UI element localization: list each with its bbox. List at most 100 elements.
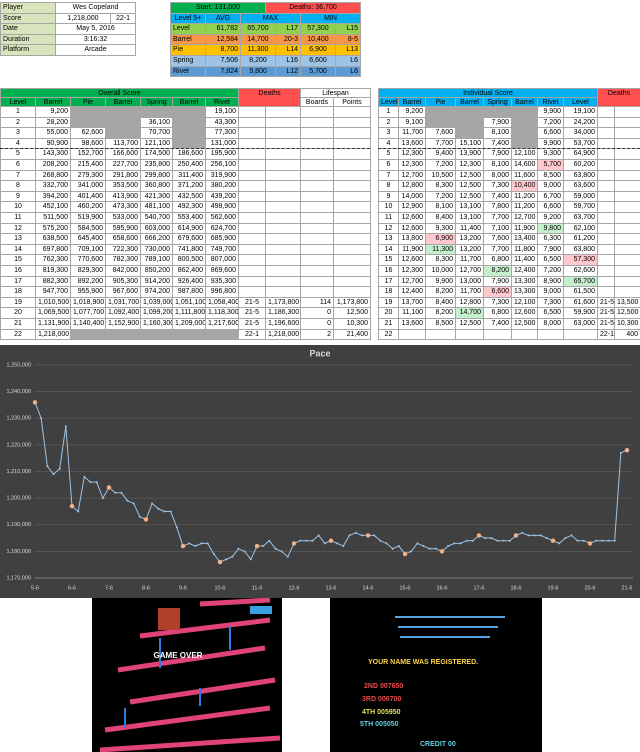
data-point [496, 539, 499, 542]
game-over-text: GAME OVER [154, 651, 203, 660]
data-point [360, 534, 363, 537]
score-line: 2ND 007650 [364, 683, 403, 690]
y-tick-label: 1,200,000 [7, 496, 31, 502]
data-point [280, 550, 283, 553]
summary-cell: L6 [335, 65, 361, 78]
y-tick-label: 1,190,000 [7, 522, 31, 528]
empty-cell [172, 328, 206, 341]
row-separator [0, 148, 370, 150]
empty-cell [70, 328, 106, 341]
data-point [439, 549, 445, 554]
data-point [237, 547, 240, 550]
data-point [502, 539, 505, 542]
x-tick-label: 11-6 [252, 585, 263, 591]
data-point [249, 558, 252, 561]
x-tick-label: 21-6 [621, 585, 632, 591]
data-point [126, 499, 129, 502]
data-point [601, 539, 604, 542]
data-point [410, 550, 413, 553]
data-point [77, 510, 80, 513]
section-title: Deaths [597, 88, 640, 108]
x-tick-label: 5-6 [31, 585, 39, 591]
level-number: 22 [378, 328, 399, 341]
data-point [391, 547, 394, 550]
data-point [582, 539, 585, 542]
data-point [262, 545, 265, 548]
data-point [323, 542, 326, 545]
game-screens: GAME OVER YOUR NAME WAS REGISTERED. 2ND … [92, 598, 542, 752]
data-point [95, 481, 98, 484]
data-point [447, 545, 450, 548]
data-point [69, 503, 75, 509]
data-point [513, 533, 519, 538]
data-point [305, 539, 308, 542]
death-cell: 400 [614, 328, 640, 341]
summary-cell: L12 [275, 65, 301, 78]
data-point [200, 542, 203, 545]
x-tick-label: 15-6 [399, 585, 410, 591]
summary-row-name: Rivet [170, 65, 206, 78]
data-point [299, 539, 302, 542]
score-line: 3RD 006700 [362, 696, 401, 703]
data-point [132, 502, 135, 505]
death-cell: 1,218,000 [265, 328, 301, 341]
data-point [336, 542, 339, 545]
x-tick-label: 19-6 [547, 585, 558, 591]
credit-text: CREDIT 00 [420, 741, 456, 748]
data-point [231, 555, 234, 558]
y-tick-label: 1,240,000 [7, 389, 31, 395]
data-point [539, 534, 542, 537]
data-point [46, 465, 49, 468]
info-label: Platform [0, 44, 56, 56]
data-point [286, 555, 289, 558]
death-cell: 22-1 [238, 328, 266, 341]
data-point [58, 467, 61, 470]
score-line: 4TH 005950 [362, 709, 401, 716]
x-tick-label: 12-6 [288, 585, 299, 591]
x-tick-label: 13-6 [325, 585, 336, 591]
data-point [533, 534, 536, 537]
empty-cell [563, 328, 598, 341]
x-tick-label: 14-6 [362, 585, 373, 591]
empty-cell [105, 328, 141, 341]
empty-cell [511, 328, 538, 341]
data-point [545, 537, 548, 540]
data-point [416, 542, 419, 545]
data-point [459, 542, 462, 545]
data-point [274, 547, 277, 550]
data-point [243, 550, 246, 553]
x-tick-label: 9-6 [179, 585, 187, 591]
row-separator [378, 148, 640, 150]
y-tick-label: 1,210,000 [7, 469, 31, 475]
data-point [89, 481, 92, 484]
x-tick-label: 6-6 [68, 585, 76, 591]
empty-cell [483, 328, 512, 341]
data-point [206, 542, 209, 545]
data-point [101, 497, 104, 500]
pace-chart: Pace 1,170,000 1,180,000 1,190,000 1,200,00… [0, 345, 640, 598]
data-point [32, 400, 38, 405]
data-point [114, 491, 117, 494]
score-cell: 1,218,000 [35, 328, 71, 341]
data-point [342, 545, 345, 548]
data-point [484, 537, 487, 540]
empty-cell [537, 328, 564, 341]
data-point [40, 417, 43, 420]
data-point [624, 448, 630, 453]
info-value: Arcade [55, 44, 136, 56]
data-point [138, 515, 141, 518]
y-tick-label: 1,230,000 [7, 416, 31, 422]
data-point [175, 526, 178, 529]
score-line: 5TH 005050 [360, 721, 399, 728]
chart-title: Pace [309, 348, 330, 358]
data-point [157, 507, 160, 510]
data-point [422, 545, 425, 548]
x-tick-label: 18-6 [510, 585, 521, 591]
lifespan-cell: 2 [300, 328, 334, 341]
data-point [587, 541, 593, 546]
x-tick-label: 20-6 [584, 585, 595, 591]
data-point [595, 539, 598, 542]
registered-text: YOUR NAME WAS REGISTERED. [368, 659, 478, 666]
data-point [254, 543, 260, 549]
